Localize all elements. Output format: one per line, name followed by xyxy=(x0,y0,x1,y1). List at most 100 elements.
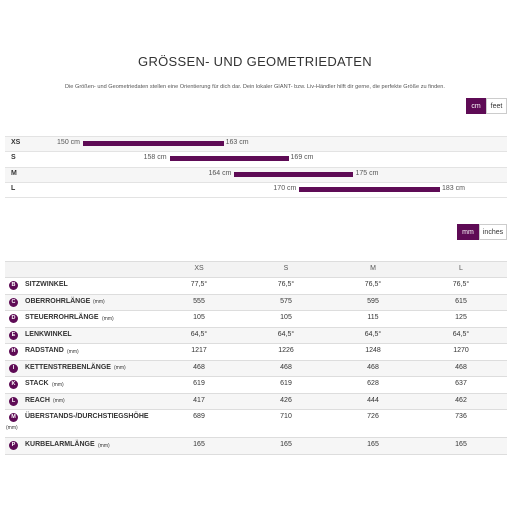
row-name: STEUERROHRLÄNGE xyxy=(25,314,99,321)
range-bar xyxy=(299,186,440,192)
max-label: 175 cm xyxy=(355,169,379,177)
cell: 736 xyxy=(455,413,467,420)
toggle-inches[interactable]: inches xyxy=(479,224,507,240)
badge: P xyxy=(9,441,18,450)
table-row xyxy=(5,392,507,409)
size-label: M xyxy=(11,169,17,177)
row-name: STACK xyxy=(25,380,49,387)
cell: 1270 xyxy=(453,347,469,354)
row-name: KURBELARMLÄNGE xyxy=(25,441,95,448)
row-name: ÜBERSTANDS-/DURCHSTIEGSHÖHE xyxy=(25,413,149,420)
table-row xyxy=(5,326,507,343)
row-unit: (mm) xyxy=(102,315,114,322)
cell: 628 xyxy=(367,380,379,387)
table-row xyxy=(5,277,507,294)
column-header: L xyxy=(459,265,463,272)
row-unit: (mm) xyxy=(93,299,105,305)
description: Die Größen- und Geometriedaten stellen e… xyxy=(65,84,445,90)
cell: 575 xyxy=(280,297,292,305)
size-label: S xyxy=(11,154,16,162)
cell: 105 xyxy=(193,314,205,321)
toggle-feet[interactable]: feet xyxy=(486,98,507,114)
cell: 115 xyxy=(367,314,379,321)
table-row xyxy=(5,343,507,360)
size-label: XS xyxy=(11,139,21,146)
range-row xyxy=(5,136,507,152)
size-label: L xyxy=(11,184,16,192)
table-row xyxy=(5,310,507,327)
cell: 64,5° xyxy=(190,330,208,338)
column-header: S xyxy=(283,265,289,272)
cell: 462 xyxy=(455,396,467,404)
toggle-mm[interactable]: mm xyxy=(457,224,479,240)
cell: 615 xyxy=(455,297,467,305)
cell: 77,5° xyxy=(190,281,208,288)
cell: 64,5° xyxy=(277,330,295,338)
table-header xyxy=(5,261,507,278)
cell: 555 xyxy=(193,297,205,305)
cell: 426 xyxy=(280,396,292,404)
title: GRÖSSEN- UND GEOMETRIEDATEN xyxy=(138,54,372,69)
cell: 105 xyxy=(280,314,292,321)
badge: M xyxy=(9,413,18,422)
column-header: XS xyxy=(194,265,204,272)
cell: 165 xyxy=(193,441,205,448)
table-bottom xyxy=(5,453,507,455)
toggle-cm[interactable]: cm xyxy=(466,98,486,114)
table-row xyxy=(5,376,507,393)
cell: 468 xyxy=(280,363,292,371)
table-row xyxy=(5,359,507,376)
column-header: M xyxy=(370,265,376,272)
badge: L xyxy=(9,396,18,406)
cell: 165 xyxy=(455,441,467,448)
range-bar xyxy=(83,141,224,146)
max-label: 163 cm xyxy=(225,139,249,146)
badge: B xyxy=(9,281,18,290)
max-label: 183 cm xyxy=(442,184,465,192)
range-bottom xyxy=(5,197,507,198)
cell: 165 xyxy=(280,441,292,448)
table-row xyxy=(5,409,507,437)
cell: 710 xyxy=(280,413,292,420)
cell: 619 xyxy=(193,380,205,387)
row-name: OBERROHRLÄNGE xyxy=(25,297,91,305)
badge: C xyxy=(9,297,18,307)
min-label: 170 cm xyxy=(273,184,297,192)
cell: 595 xyxy=(367,297,379,305)
row-unit: (mm) xyxy=(53,398,65,404)
row-name: REACH xyxy=(25,396,50,404)
cell: 444 xyxy=(367,396,379,404)
badge: I xyxy=(9,363,18,373)
cell: 76,5° xyxy=(364,281,382,288)
row-unit: (mm) xyxy=(52,381,64,388)
cell: 64,5° xyxy=(364,330,382,338)
badge: E xyxy=(9,330,18,340)
row-name: SITZWINKEL xyxy=(25,281,68,288)
badge: D xyxy=(9,314,18,323)
cell: 468 xyxy=(193,363,205,371)
cell: 1217 xyxy=(191,347,207,354)
cell: 76,5° xyxy=(277,281,295,288)
row-unit: (mm) xyxy=(98,442,110,449)
cell: 689 xyxy=(193,413,205,420)
table-row xyxy=(5,293,507,310)
min-label: 150 cm xyxy=(57,139,80,146)
cell: 637 xyxy=(455,380,467,387)
cell: 165 xyxy=(367,441,379,448)
cell: 468 xyxy=(367,363,379,371)
cell: 417 xyxy=(193,396,205,404)
row-name: LENKWINKEL xyxy=(25,330,72,338)
cell: 1248 xyxy=(365,347,381,354)
cell: 619 xyxy=(280,380,292,387)
row-unit: (mm) xyxy=(114,365,126,371)
range-bar xyxy=(169,156,289,162)
max-label: 169 cm xyxy=(290,154,314,162)
table-row xyxy=(5,437,507,454)
cell: 1226 xyxy=(278,347,294,354)
min-label: 158 cm xyxy=(143,154,167,162)
row-unit: (mm) xyxy=(67,348,79,355)
row-name: KETTENSTREBENLÄNGE xyxy=(25,363,111,371)
cell: 468 xyxy=(455,363,467,371)
cell: 76,5° xyxy=(452,281,470,288)
